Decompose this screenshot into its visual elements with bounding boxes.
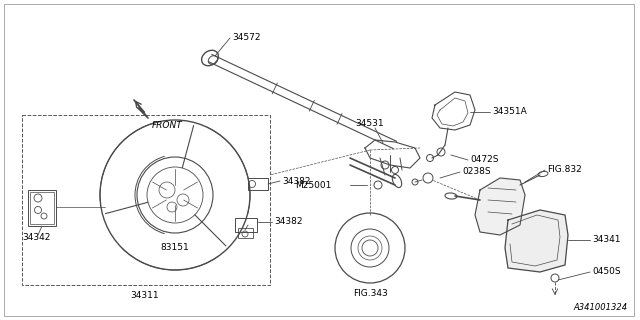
Bar: [238, 228, 253, 238]
Bar: [235, 218, 257, 232]
Text: 0238S: 0238S: [462, 167, 491, 177]
Bar: [248, 178, 268, 190]
Text: FIG.343: FIG.343: [353, 289, 387, 298]
Polygon shape: [475, 178, 525, 235]
Text: 34572: 34572: [232, 33, 260, 42]
Text: 34342: 34342: [22, 234, 51, 243]
Text: A341001324: A341001324: [574, 303, 628, 313]
Bar: [22, 115, 270, 285]
Bar: [28, 190, 56, 226]
Text: 34531: 34531: [356, 119, 384, 129]
Bar: [30, 192, 54, 224]
Text: 34382: 34382: [274, 218, 303, 227]
Text: 34382: 34382: [282, 177, 310, 186]
Text: M25001: M25001: [295, 180, 332, 189]
Text: 34351A: 34351A: [492, 108, 527, 116]
Text: 34311: 34311: [131, 291, 159, 300]
Polygon shape: [505, 210, 568, 272]
Text: 83151: 83151: [161, 244, 189, 252]
Text: 34341: 34341: [592, 236, 621, 244]
Text: FRONT: FRONT: [152, 121, 183, 130]
Text: FIG.832: FIG.832: [547, 164, 582, 173]
Text: 0472S: 0472S: [470, 156, 499, 164]
Text: 0450S: 0450S: [592, 268, 621, 276]
